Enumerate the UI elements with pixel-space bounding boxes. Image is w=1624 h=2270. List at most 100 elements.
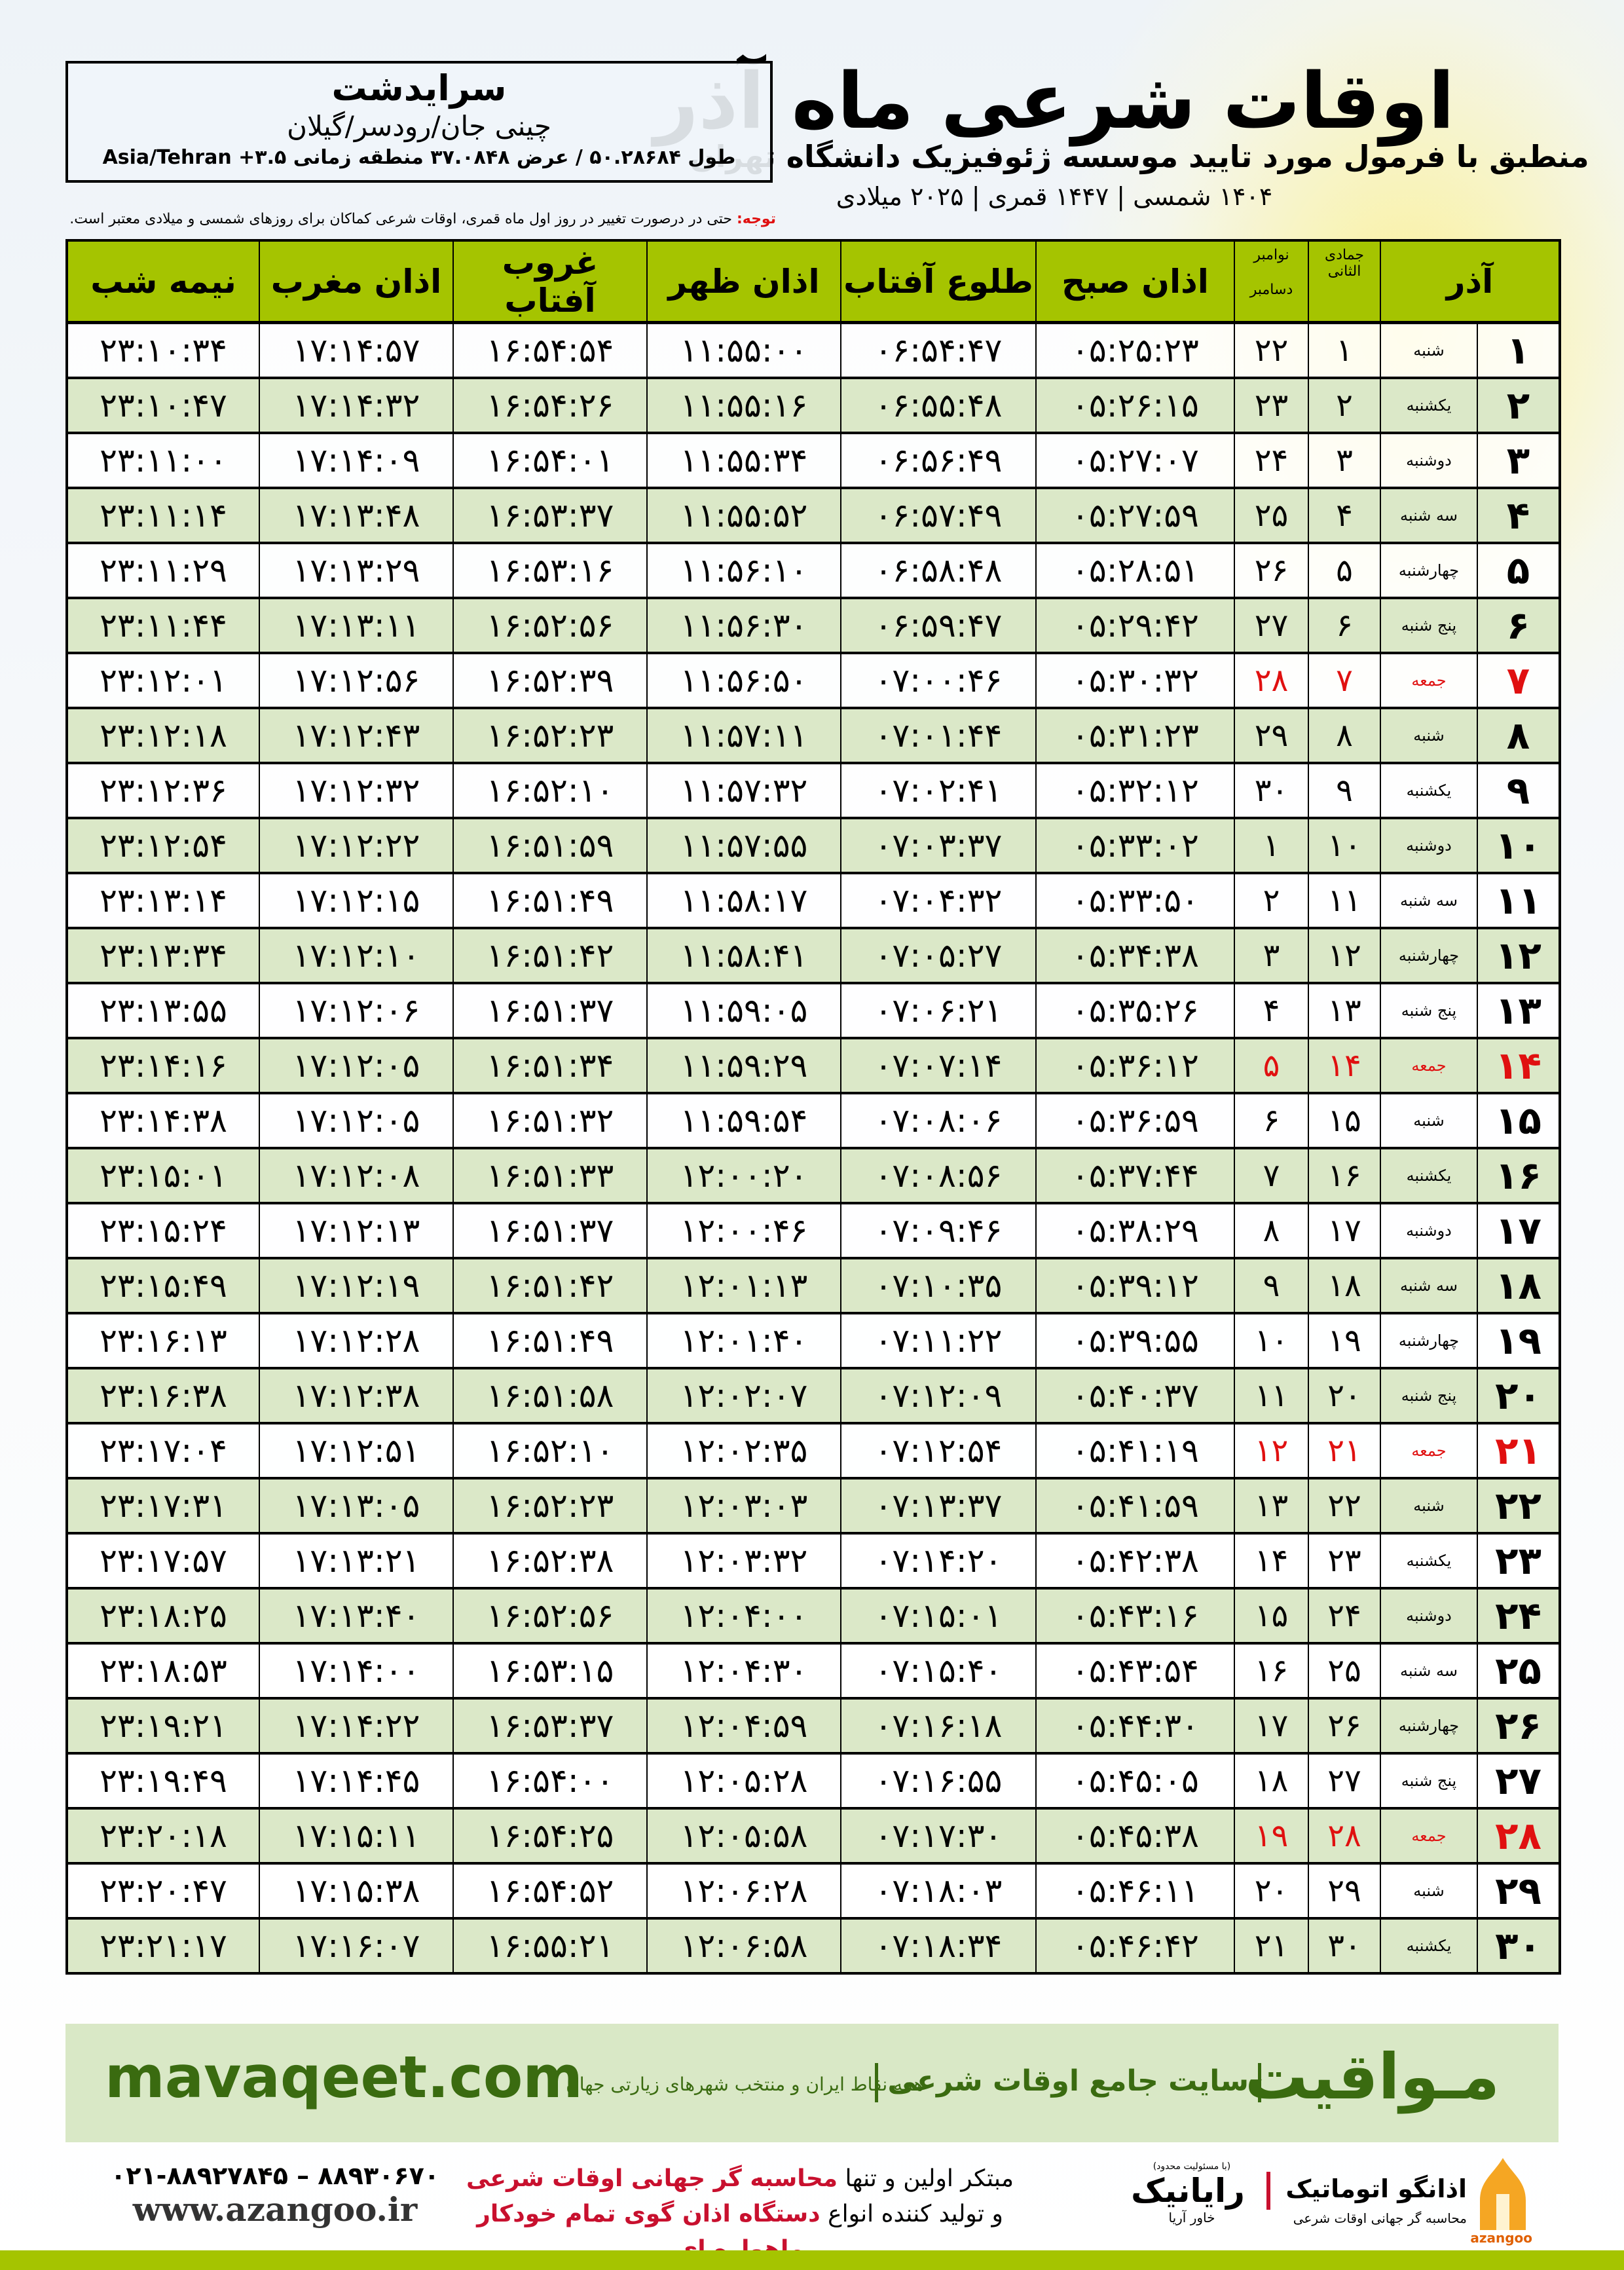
- fajr-time: ۰۵:۳۶:۱۲: [1035, 1037, 1235, 1094]
- sunrise-time: ۰۷:۱۶:۵۵: [840, 1753, 1037, 1810]
- sunset-time: ۱۶:۵۲:۳۹: [452, 652, 648, 709]
- sunrise-time: ۰۷:۱۳:۳۷: [840, 1478, 1037, 1535]
- midnight-time: ۲۳:۱۱:۲۹: [66, 542, 260, 599]
- gregorian-day: ۱۲: [1234, 1423, 1309, 1479]
- sunset-time: ۱۶:۵۱:۴۹: [452, 1312, 648, 1369]
- hijri-day: ۱۶: [1308, 1147, 1381, 1204]
- dhuhr-time: ۱۱:۵۷:۱۱: [646, 707, 841, 764]
- rayanik-name: رایانیک: [1113, 2172, 1270, 2210]
- sunrise-time: ۰۷:۱۵:۴۰: [840, 1643, 1037, 1700]
- mavaqeet-tagline-2: همه نقاط ایران و منتخب شهرهای زیارتی جها…: [566, 2074, 923, 2095]
- mavaqeet-url[interactable]: mavaqeet.com: [105, 2043, 583, 2111]
- weekday: جمعه: [1380, 652, 1478, 709]
- gregorian-day: ۴: [1234, 982, 1309, 1039]
- azar-day: ۲۵: [1477, 1643, 1560, 1700]
- sunrise-time: ۰۷:۱۷:۳۰: [840, 1808, 1037, 1865]
- fajr-time: ۰۵:۴۴:۳۰: [1035, 1698, 1235, 1755]
- dhuhr-time: ۱۲:۰۴:۵۹: [646, 1698, 841, 1755]
- table-row: ۲۱ جمعه ۲۱ ۱۲ ۰۵:۴۱:۱۹ ۰۷:۱۲:۵۴ ۱۲:۰۲:۳۵ ۱۶:۵۲:…: [66, 1423, 1560, 1479]
- sunrise-time: ۰۷:۱۸:۳۴: [840, 1918, 1037, 1975]
- sunset-time: ۱۶:۵۳:۳۷: [452, 487, 648, 544]
- maghrib-time: ۱۷:۱۲:۵۱: [259, 1423, 454, 1479]
- azar-day: ۲۱: [1477, 1423, 1560, 1479]
- maghrib-time: ۱۷:۱۴:۴۵: [259, 1753, 454, 1810]
- sunset-time: ۱۶:۵۱:۳۲: [452, 1092, 648, 1149]
- midnight-time: ۲۳:۱۹:۲۱: [66, 1698, 260, 1755]
- sunrise-time: ۰۷:۱۵:۰۱: [840, 1588, 1037, 1645]
- fajr-time: ۰۵:۴۶:۴۲: [1035, 1918, 1235, 1975]
- hijri-day: ۲۶: [1308, 1698, 1381, 1755]
- midnight-time: ۲۳:۱۴:۳۸: [66, 1092, 260, 1149]
- weekday: چهارشنبه: [1380, 1698, 1478, 1755]
- promo-2-black: و تولید کننده انواع: [820, 2201, 1003, 2227]
- bottom-bar: [0, 2250, 1624, 2270]
- sunset-time: ۱۶:۵۴:۲۵: [452, 1808, 648, 1865]
- sunset-time: ۱۶:۵۱:۳۷: [452, 1202, 648, 1259]
- azangoo-website[interactable]: www.azangoo.ir: [132, 2190, 418, 2229]
- maghrib-time: ۱۷:۱۶:۰۷: [259, 1918, 454, 1975]
- table-row: ۲۹ شنبه ۲۹ ۲۰ ۰۵:۴۶:۱۱ ۰۷:۱۸:۰۳ ۱۲:۰۶:۲۸ ۱۶:۵۴:…: [66, 1863, 1560, 1920]
- sunset-time: ۱۶:۵۱:۴۹: [452, 872, 648, 929]
- coordinates: طول ۵۰.۲۸۶۸۴ / عرض ۳۷.۰۸۴۸ منطقه زمانی ۳…: [102, 146, 736, 169]
- hijri-day: ۱۵: [1308, 1092, 1381, 1149]
- table-row: ۱ شنبه ۱ ۲۲ ۰۵:۲۵:۲۳ ۰۶:۵۴:۴۷ ۱۱:۵۵:۰۰ ۱۶:۵۴:۵۴…: [66, 322, 1560, 379]
- gregorian-day: ۱۰: [1234, 1312, 1309, 1369]
- midnight-time: ۲۳:۱۸:۵۳: [66, 1643, 260, 1700]
- table-body: ۱ شنبه ۱ ۲۲ ۰۵:۲۵:۲۳ ۰۶:۵۴:۴۷ ۱۱:۵۵:۰۰ ۱۶:۵۴:۵۴…: [66, 322, 1560, 1975]
- sunset-time: ۱۶:۵۴:۵۴: [452, 322, 648, 379]
- dhuhr-time: ۱۲:۰۴:۰۰: [646, 1588, 841, 1645]
- midnight-time: ۲۳:۱۷:۳۱: [66, 1478, 260, 1535]
- azar-day: ۹: [1477, 762, 1560, 819]
- dhuhr-time: ۱۲:۰۵:۵۸: [646, 1808, 841, 1865]
- azar-day: ۱۴: [1477, 1037, 1560, 1094]
- fajr-time: ۰۵:۴۳:۵۴: [1035, 1643, 1235, 1700]
- sunrise-time: ۰۷:۰۸:۵۶: [840, 1147, 1037, 1204]
- table-row: ۱۲ چهارشنبه ۱۲ ۳ ۰۵:۳۴:۳۸ ۰۷:۰۵:۲۷ ۱۱:۵۸:۴۱ ۱۶:…: [66, 927, 1560, 984]
- dhuhr-time: ۱۲:۰۰:۲۰: [646, 1147, 841, 1204]
- gregorian-day: ۳۰: [1234, 762, 1309, 819]
- weekday: دوشنبه: [1380, 1202, 1478, 1259]
- hijri-day: ۲: [1308, 377, 1381, 434]
- dhuhr-time: ۱۱:۵۷:۳۲: [646, 762, 841, 819]
- weekday: شنبه: [1380, 707, 1478, 764]
- table-row: ۶ پنج شنبه ۶ ۲۷ ۰۵:۲۹:۴۲ ۰۶:۵۹:۴۷ ۱۱:۵۶:۳۰ ۱۶:۵…: [66, 597, 1560, 654]
- fajr-time: ۰۵:۲۹:۴۲: [1035, 597, 1235, 654]
- table-row: ۱۴ جمعه ۱۴ ۵ ۰۵:۳۶:۱۲ ۰۷:۰۷:۱۴ ۱۱:۵۹:۲۹ ۱۶:۵۱:۳…: [66, 1037, 1560, 1094]
- weekday: پنج شنبه: [1380, 597, 1478, 654]
- fajr-time: ۰۵:۳۸:۲۹: [1035, 1202, 1235, 1259]
- table-row: ۲۵ سه شنبه ۲۵ ۱۶ ۰۵:۴۳:۵۴ ۰۷:۱۵:۴۰ ۱۲:۰۴:۳۰ ۱۶:…: [66, 1643, 1560, 1700]
- sunrise-time: ۰۷:۰۰:۴۶: [840, 652, 1037, 709]
- maghrib-time: ۱۷:۱۵:۳۸: [259, 1863, 454, 1920]
- weekday: یکشنبه: [1380, 1147, 1478, 1204]
- dhuhr-time: ۱۲:۰۵:۲۸: [646, 1753, 841, 1810]
- mavaqeet-banner: مـواقیت سایت جامع اوقات شرعی همه نقاط ای…: [65, 2024, 1559, 2142]
- azar-day: ۱۰: [1477, 817, 1560, 874]
- mavaqeet-logo: مـواقیت: [1244, 2040, 1500, 2113]
- region-name: چینی جان/رودسر/گیلان: [287, 110, 551, 142]
- gregorian-day: ۲۵: [1234, 487, 1309, 544]
- azar-day: ۲۴: [1477, 1588, 1560, 1645]
- table-row: ۳۰ یکشنبه ۳۰ ۲۱ ۰۵:۴۶:۴۲ ۰۷:۱۸:۳۴ ۱۲:۰۶:۵۸ ۱۶:۵…: [66, 1918, 1560, 1975]
- sunset-time: ۱۶:۵۴:۲۶: [452, 377, 648, 434]
- sunset-time: ۱۶:۵۵:۲۱: [452, 1918, 648, 1975]
- maghrib-time: ۱۷:۱۵:۱۱: [259, 1808, 454, 1865]
- fajr-time: ۰۵:۳۴:۳۸: [1035, 927, 1235, 984]
- hijri-day: ۲۳: [1308, 1533, 1381, 1590]
- fajr-time: ۰۵:۴۰:۳۷: [1035, 1368, 1235, 1424]
- hijri-day: ۶: [1308, 597, 1381, 654]
- hijri-day: ۴: [1308, 487, 1381, 544]
- weekday: یکشنبه: [1380, 1918, 1478, 1975]
- fajr-time: ۰۵:۴۳:۱۶: [1035, 1588, 1235, 1645]
- maghrib-time: ۱۷:۱۴:۰۹: [259, 432, 454, 489]
- midnight-time: ۲۳:۲۰:۴۷: [66, 1863, 260, 1920]
- location-box: سرایدشت چینی جان/رودسر/گیلان طول ۵۰.۲۸۶۸…: [65, 61, 773, 183]
- azangoo-name: اذانگو اتوماتیک: [1285, 2174, 1467, 2203]
- gregorian-day: ۱: [1234, 817, 1309, 874]
- sunrise-time: ۰۷:۰۵:۲۷: [840, 927, 1037, 984]
- header-fajr: اذان صبح: [1035, 240, 1235, 324]
- phone-numbers: ۰۲۱-۸۸۹۲۷۸۴۵ – ۸۸۹۳۰۶۷۰: [111, 2161, 439, 2190]
- sunset-time: ۱۶:۵۴:۵۲: [452, 1863, 648, 1920]
- sunrise-time: ۰۷:۱۸:۰۳: [840, 1863, 1037, 1920]
- sunrise-time: ۰۶:۵۵:۴۸: [840, 377, 1037, 434]
- weekday: یکشنبه: [1380, 377, 1478, 434]
